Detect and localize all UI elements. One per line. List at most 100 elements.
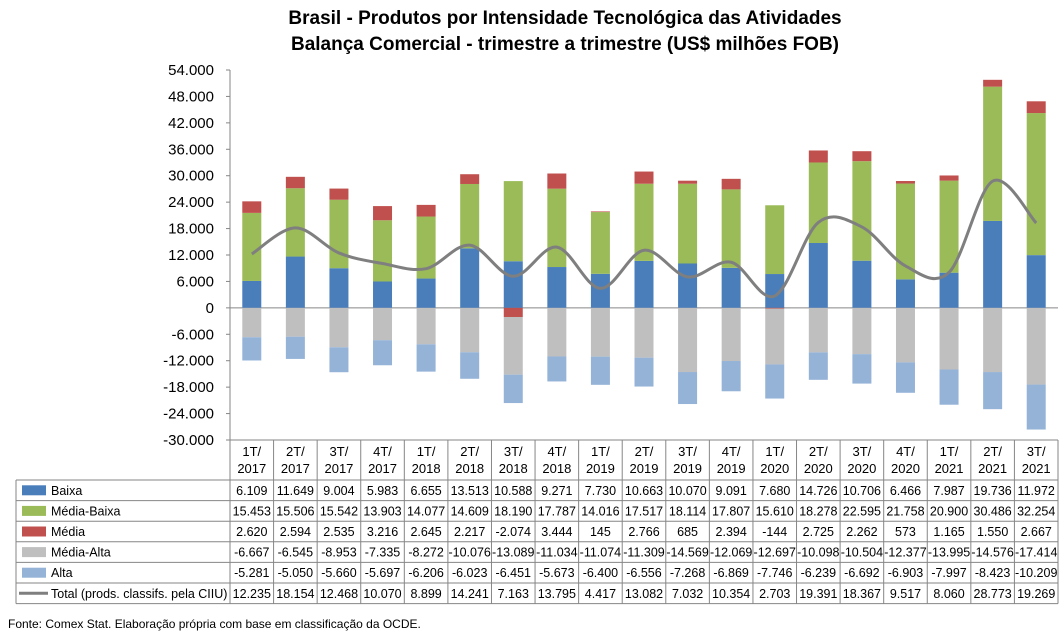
category-label: 2T/ (983, 444, 1002, 459)
table-cell: 7.987 (933, 484, 964, 498)
legend-swatch (22, 526, 46, 537)
bar-m-dia-baixa-4 (373, 220, 393, 282)
table-cell: -6.903 (888, 566, 923, 580)
bar-m-dia-baixa-5 (416, 216, 436, 279)
bar-baixa-12 (721, 267, 741, 308)
table-cell: -144 (762, 525, 787, 539)
table-cell: 10.354 (712, 587, 750, 601)
category-label: 2017 (281, 461, 310, 476)
table-cell: 11.649 (277, 484, 314, 498)
table-cell: -13.089 (492, 546, 534, 560)
table-cell: 15.610 (756, 504, 794, 518)
bar-m-dia-baixa-12 (721, 189, 741, 268)
y-tick-label: 30.000 (168, 168, 214, 185)
bar-m-dia-16 (895, 181, 915, 184)
table-cell: 2.217 (454, 525, 485, 539)
bar-alta-15 (852, 354, 872, 384)
category-label: 2020 (891, 461, 920, 476)
table-cell: 14.241 (451, 587, 489, 601)
bar-m-dia-alta-5 (416, 307, 436, 345)
bar-m-dia-7 (503, 307, 523, 317)
table-cell: 18.190 (494, 504, 532, 518)
table-cell: 685 (677, 525, 698, 539)
table-cell: -10.098 (797, 546, 839, 560)
table-cell: 18.154 (276, 587, 314, 601)
table-cell: -10.076 (448, 546, 490, 560)
bar-m-dia-baixa-9 (590, 212, 610, 274)
bar-alta-5 (416, 344, 436, 372)
legend-label: Alta (51, 566, 73, 580)
table-cell: 20.900 (930, 504, 968, 518)
table-cell: 6.655 (410, 484, 441, 498)
table-cell: -2.074 (496, 525, 531, 539)
table-cell: -11.309 (623, 546, 665, 560)
category-label: 2019 (630, 461, 659, 476)
bar-alta-7 (503, 374, 523, 404)
table-cell: 2.394 (716, 525, 747, 539)
category-label: 2019 (717, 461, 746, 476)
table-cell: 2.766 (628, 525, 659, 539)
bar-m-dia-11 (678, 180, 698, 184)
table-cell: -13.995 (928, 546, 970, 560)
table-cell: -7.335 (365, 546, 400, 560)
category-label: 3T/ (1027, 444, 1046, 459)
legend-label: Média-Baixa (51, 504, 121, 518)
table-cell: 32.254 (1017, 504, 1055, 518)
category-label: 2021 (978, 461, 1007, 476)
table-cell: 14.016 (581, 504, 619, 518)
bar-m-dia-alta-7 (503, 316, 523, 375)
table-cell: 2.620 (236, 525, 267, 539)
bar-m-dia-17 (939, 175, 959, 181)
category-label: 2020 (847, 461, 876, 476)
table-cell: 18.367 (843, 587, 881, 601)
table-cell: -5.697 (365, 566, 400, 580)
table-cell: 17.807 (712, 504, 750, 518)
y-tick-label: -18.000 (163, 379, 214, 396)
table-cell: -6.206 (408, 566, 443, 580)
y-tick-label: 18.000 (168, 221, 214, 238)
bar-m-dia-baixa-6 (460, 183, 480, 249)
table-cell: 5.983 (367, 484, 398, 498)
table-cell: 1.550 (977, 525, 1008, 539)
bar-baixa-14 (808, 242, 828, 308)
bar-baixa-1 (242, 280, 262, 308)
bar-m-dia-14 (808, 150, 828, 163)
table-cell: -6.869 (713, 566, 748, 580)
bar-m-dia-alta-10 (634, 307, 654, 358)
bar-m-dia-alta-3 (329, 307, 349, 348)
y-tick-label: 6.000 (176, 273, 214, 290)
bar-m-dia-alta-12 (721, 307, 741, 362)
category-label: 1T/ (940, 444, 959, 459)
table-cell: 10.070 (668, 484, 706, 498)
table-cell: -11.034 (536, 546, 578, 560)
chart-title: Brasil - Produtos por Intensidade Tecnol… (0, 6, 1063, 58)
category-label: 1T/ (591, 444, 610, 459)
table-cell: -11.074 (580, 546, 622, 560)
table-cell: -6.400 (583, 566, 618, 580)
category-label: 2T/ (460, 444, 479, 459)
legend-swatch (22, 547, 46, 558)
category-label: 4T/ (896, 444, 915, 459)
bar-alta-2 (285, 336, 305, 359)
table-cell: 2.667 (1021, 525, 1052, 539)
table-cell: 6.109 (236, 484, 267, 498)
legend-label: Baixa (51, 484, 82, 498)
bar-alta-6 (460, 352, 480, 379)
table-cell: 18.114 (669, 504, 706, 518)
bar-m-dia-1 (242, 201, 262, 213)
y-tick-label: 42.000 (168, 115, 214, 132)
table-cell: -6.023 (452, 566, 487, 580)
bars (242, 79, 1046, 430)
bar-m-dia-baixa-1 (242, 212, 262, 281)
table-cell: 8.899 (410, 587, 441, 601)
table-cell: 7.163 (498, 587, 529, 601)
bar-m-dia-baixa-18 (983, 86, 1003, 221)
bar-alta-12 (721, 361, 741, 392)
bar-m-dia-alta-19 (1026, 307, 1046, 385)
bar-m-dia-alta-1 (242, 307, 262, 338)
table-cell: -6.667 (234, 546, 269, 560)
table-cell: -12.697 (754, 546, 796, 560)
table-cell: 15.506 (276, 504, 314, 518)
bar-m-dia-2 (285, 176, 305, 189)
